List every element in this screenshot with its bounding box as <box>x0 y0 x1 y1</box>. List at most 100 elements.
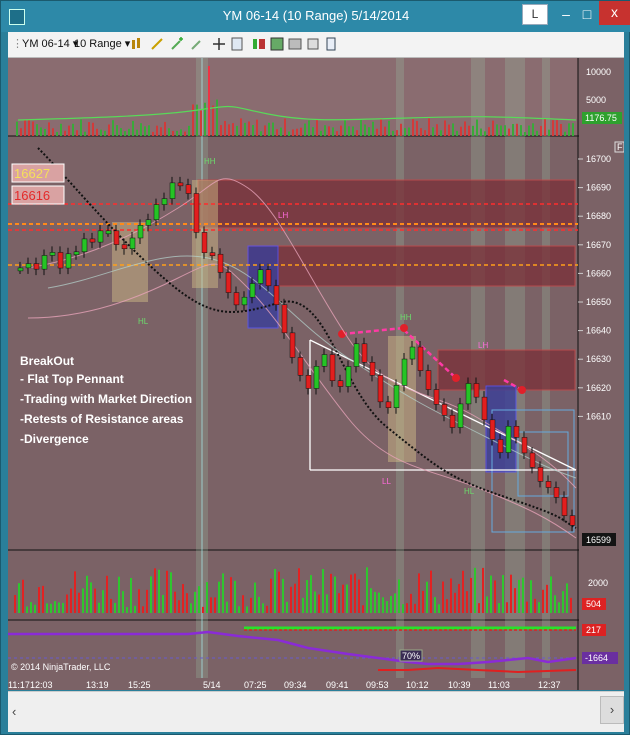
volume-bar <box>306 580 308 613</box>
volume-bar <box>460 126 462 136</box>
volume-bar <box>62 602 64 613</box>
label-hh: HH <box>204 157 216 166</box>
maximize-button[interactable]: □ <box>582 6 592 22</box>
template-icon[interactable] <box>324 37 338 51</box>
annotation-line-4: -Divergence <box>20 432 89 446</box>
chart-area[interactable]: HH HH HL HL LH LH LL 70% <box>8 58 624 690</box>
link-button[interactable]: L <box>522 4 548 25</box>
price-tick: 16680 <box>586 211 611 221</box>
volume-bar <box>480 128 482 136</box>
candle <box>65 253 72 269</box>
title-bar[interactable]: YM 06-14 (10 Range) 5/14/2014 L – □ x <box>1 1 630 32</box>
volume-bar <box>44 128 46 136</box>
volume-bar <box>358 579 360 613</box>
interval-selector[interactable]: 10 Range ▾ <box>74 38 131 50</box>
volume-bar <box>366 567 368 613</box>
volume-bar <box>112 120 114 136</box>
candle <box>465 383 472 405</box>
volume-bar <box>94 588 96 613</box>
candle <box>97 230 104 243</box>
candle <box>305 375 312 389</box>
time-tick: 12:37 <box>538 680 561 690</box>
volume-bar <box>176 130 178 136</box>
screenshot-icon[interactable] <box>288 37 302 51</box>
properties-icon[interactable] <box>252 37 266 51</box>
volume-bar <box>532 123 534 136</box>
volume-panel <box>8 58 578 136</box>
volume-bar <box>250 597 252 613</box>
volume-bar <box>436 124 438 136</box>
volume-bar <box>502 575 504 613</box>
chart-canvas[interactable]: HH HH HL HL LH LH LL 70% <box>8 58 624 690</box>
volume-bar <box>184 131 186 136</box>
instrument-selector[interactable]: YM 06-14 ▾ <box>22 38 79 50</box>
volume-bar <box>110 598 112 613</box>
volume-bar <box>372 121 374 136</box>
zoom-icon[interactable] <box>230 37 244 51</box>
scroll-right-icon[interactable]: › <box>600 696 624 724</box>
volume-bar <box>214 597 216 613</box>
volume-bar <box>510 574 512 613</box>
close-button[interactable]: x <box>599 1 630 25</box>
candle <box>137 225 144 239</box>
swing-labels: HH HH HL HL LH LH LL <box>138 157 488 496</box>
candle <box>425 370 432 390</box>
candle <box>553 487 560 498</box>
volume-bar <box>524 131 526 136</box>
candle <box>169 182 176 199</box>
time-tick: 11:17 <box>8 680 30 690</box>
volume-bars <box>14 567 572 613</box>
data-box-icon[interactable] <box>270 37 284 51</box>
volume-bar <box>294 583 296 613</box>
volume-bar <box>552 120 554 136</box>
draw-pen-icon[interactable] <box>150 37 164 51</box>
candle <box>433 389 440 405</box>
candle <box>473 383 480 398</box>
crosshair-icon[interactable] <box>212 37 226 51</box>
volume-bar <box>550 576 552 613</box>
volume-bar <box>282 578 284 613</box>
volume-bar <box>356 130 358 136</box>
volume-bar <box>170 572 172 613</box>
osc-badge: 70% <box>402 651 420 661</box>
volume-bar <box>290 586 292 613</box>
price-tick: 16650 <box>586 297 611 307</box>
add-indicator-icon[interactable] <box>170 37 184 51</box>
volume-bar <box>374 591 376 613</box>
volume-bar <box>56 131 58 136</box>
volume-bar <box>558 602 560 613</box>
volume-bar <box>240 118 242 136</box>
candle <box>321 354 328 367</box>
candle <box>545 481 552 488</box>
volume-bar <box>320 130 322 136</box>
app-icon <box>9 9 25 25</box>
volume-bar <box>330 573 332 613</box>
volume-bar <box>180 129 182 136</box>
horizontal-scrollbar[interactable]: ‹ › <box>8 691 624 732</box>
volume-bar <box>126 606 128 613</box>
time-axis: 11:17 12:03 13:19 15:25 5/14 07:25 09:34 09:41 0… <box>8 680 561 690</box>
strategy-icon[interactable] <box>190 37 204 51</box>
volume-bar <box>22 579 24 613</box>
volume-bar <box>36 124 38 136</box>
candle <box>353 343 360 367</box>
scroll-left-icon[interactable]: ‹ <box>12 704 17 719</box>
price-tick: 16610 <box>586 411 611 421</box>
volume-bar <box>102 590 104 613</box>
candle <box>177 182 184 187</box>
volume-bar <box>466 591 468 613</box>
volume-bar <box>528 125 530 136</box>
print-icon[interactable] <box>306 37 320 51</box>
candle <box>249 283 256 298</box>
time-tick: 10:39 <box>448 680 471 690</box>
volume-bar <box>568 123 570 136</box>
volume-bar <box>54 601 56 613</box>
volume-bar <box>218 581 220 613</box>
volume-bar <box>422 590 424 613</box>
volume-bar <box>562 591 564 613</box>
volume-bar <box>86 575 88 613</box>
bar-style-icon[interactable] <box>130 37 144 51</box>
minimize-button[interactable]: – <box>562 6 570 22</box>
time-tick: 12:03 <box>30 680 53 690</box>
level-lines <box>8 203 578 266</box>
